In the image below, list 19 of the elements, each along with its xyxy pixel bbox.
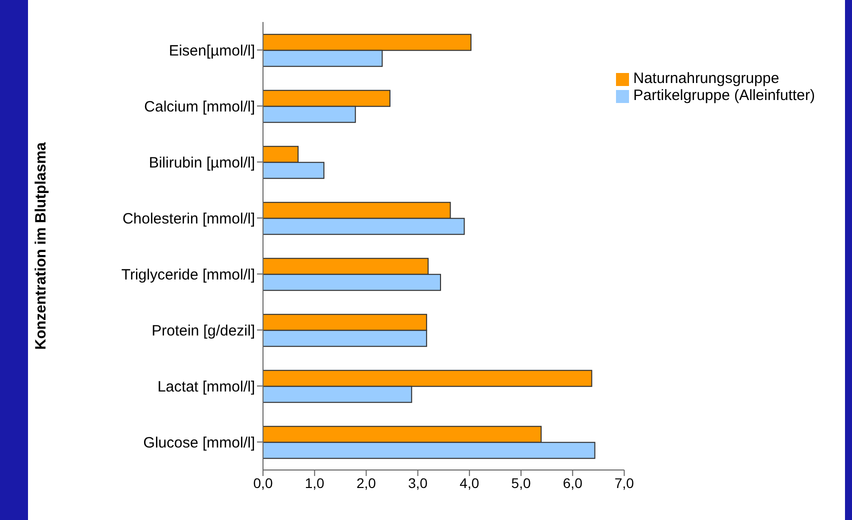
x-tick-label: 4,0 — [460, 474, 480, 491]
y-tick-label: Bilirubin [µmol/l] — [148, 154, 255, 172]
y-axis-title: Konzentration im Blutplasma — [32, 142, 50, 350]
x-tick-label: 5,0 — [511, 474, 531, 491]
y-tick-label: Protein [g/dezil] — [152, 322, 255, 340]
x-tick-label: 1,0 — [304, 474, 325, 491]
x-tick-label: 2,0 — [356, 474, 376, 491]
y-tick-label: Lactat [mmol/l] — [157, 378, 255, 396]
x-tick-label: 6,0 — [562, 474, 583, 491]
legend-label: Naturnahrungsgruppe — [633, 70, 780, 87]
y-tick-label: Eisen[µmol/l] — [168, 42, 255, 60]
y-tick-label: Triglyceride [mmol/l] — [121, 266, 255, 284]
x-tick-label: 3,0 — [408, 474, 428, 491]
y-tick-label: Glucose [mmol/l] — [143, 434, 255, 452]
y-tick-label: Cholesterin [mmol/l] — [122, 210, 255, 228]
legend-label: Partikelgruppe (Alleinfutter) — [633, 87, 815, 104]
y-tick-label: Calcium [mmol/l] — [144, 98, 255, 116]
x-tick-label: 0,0 — [253, 474, 273, 491]
x-tick-label: 7,0 — [614, 474, 634, 491]
